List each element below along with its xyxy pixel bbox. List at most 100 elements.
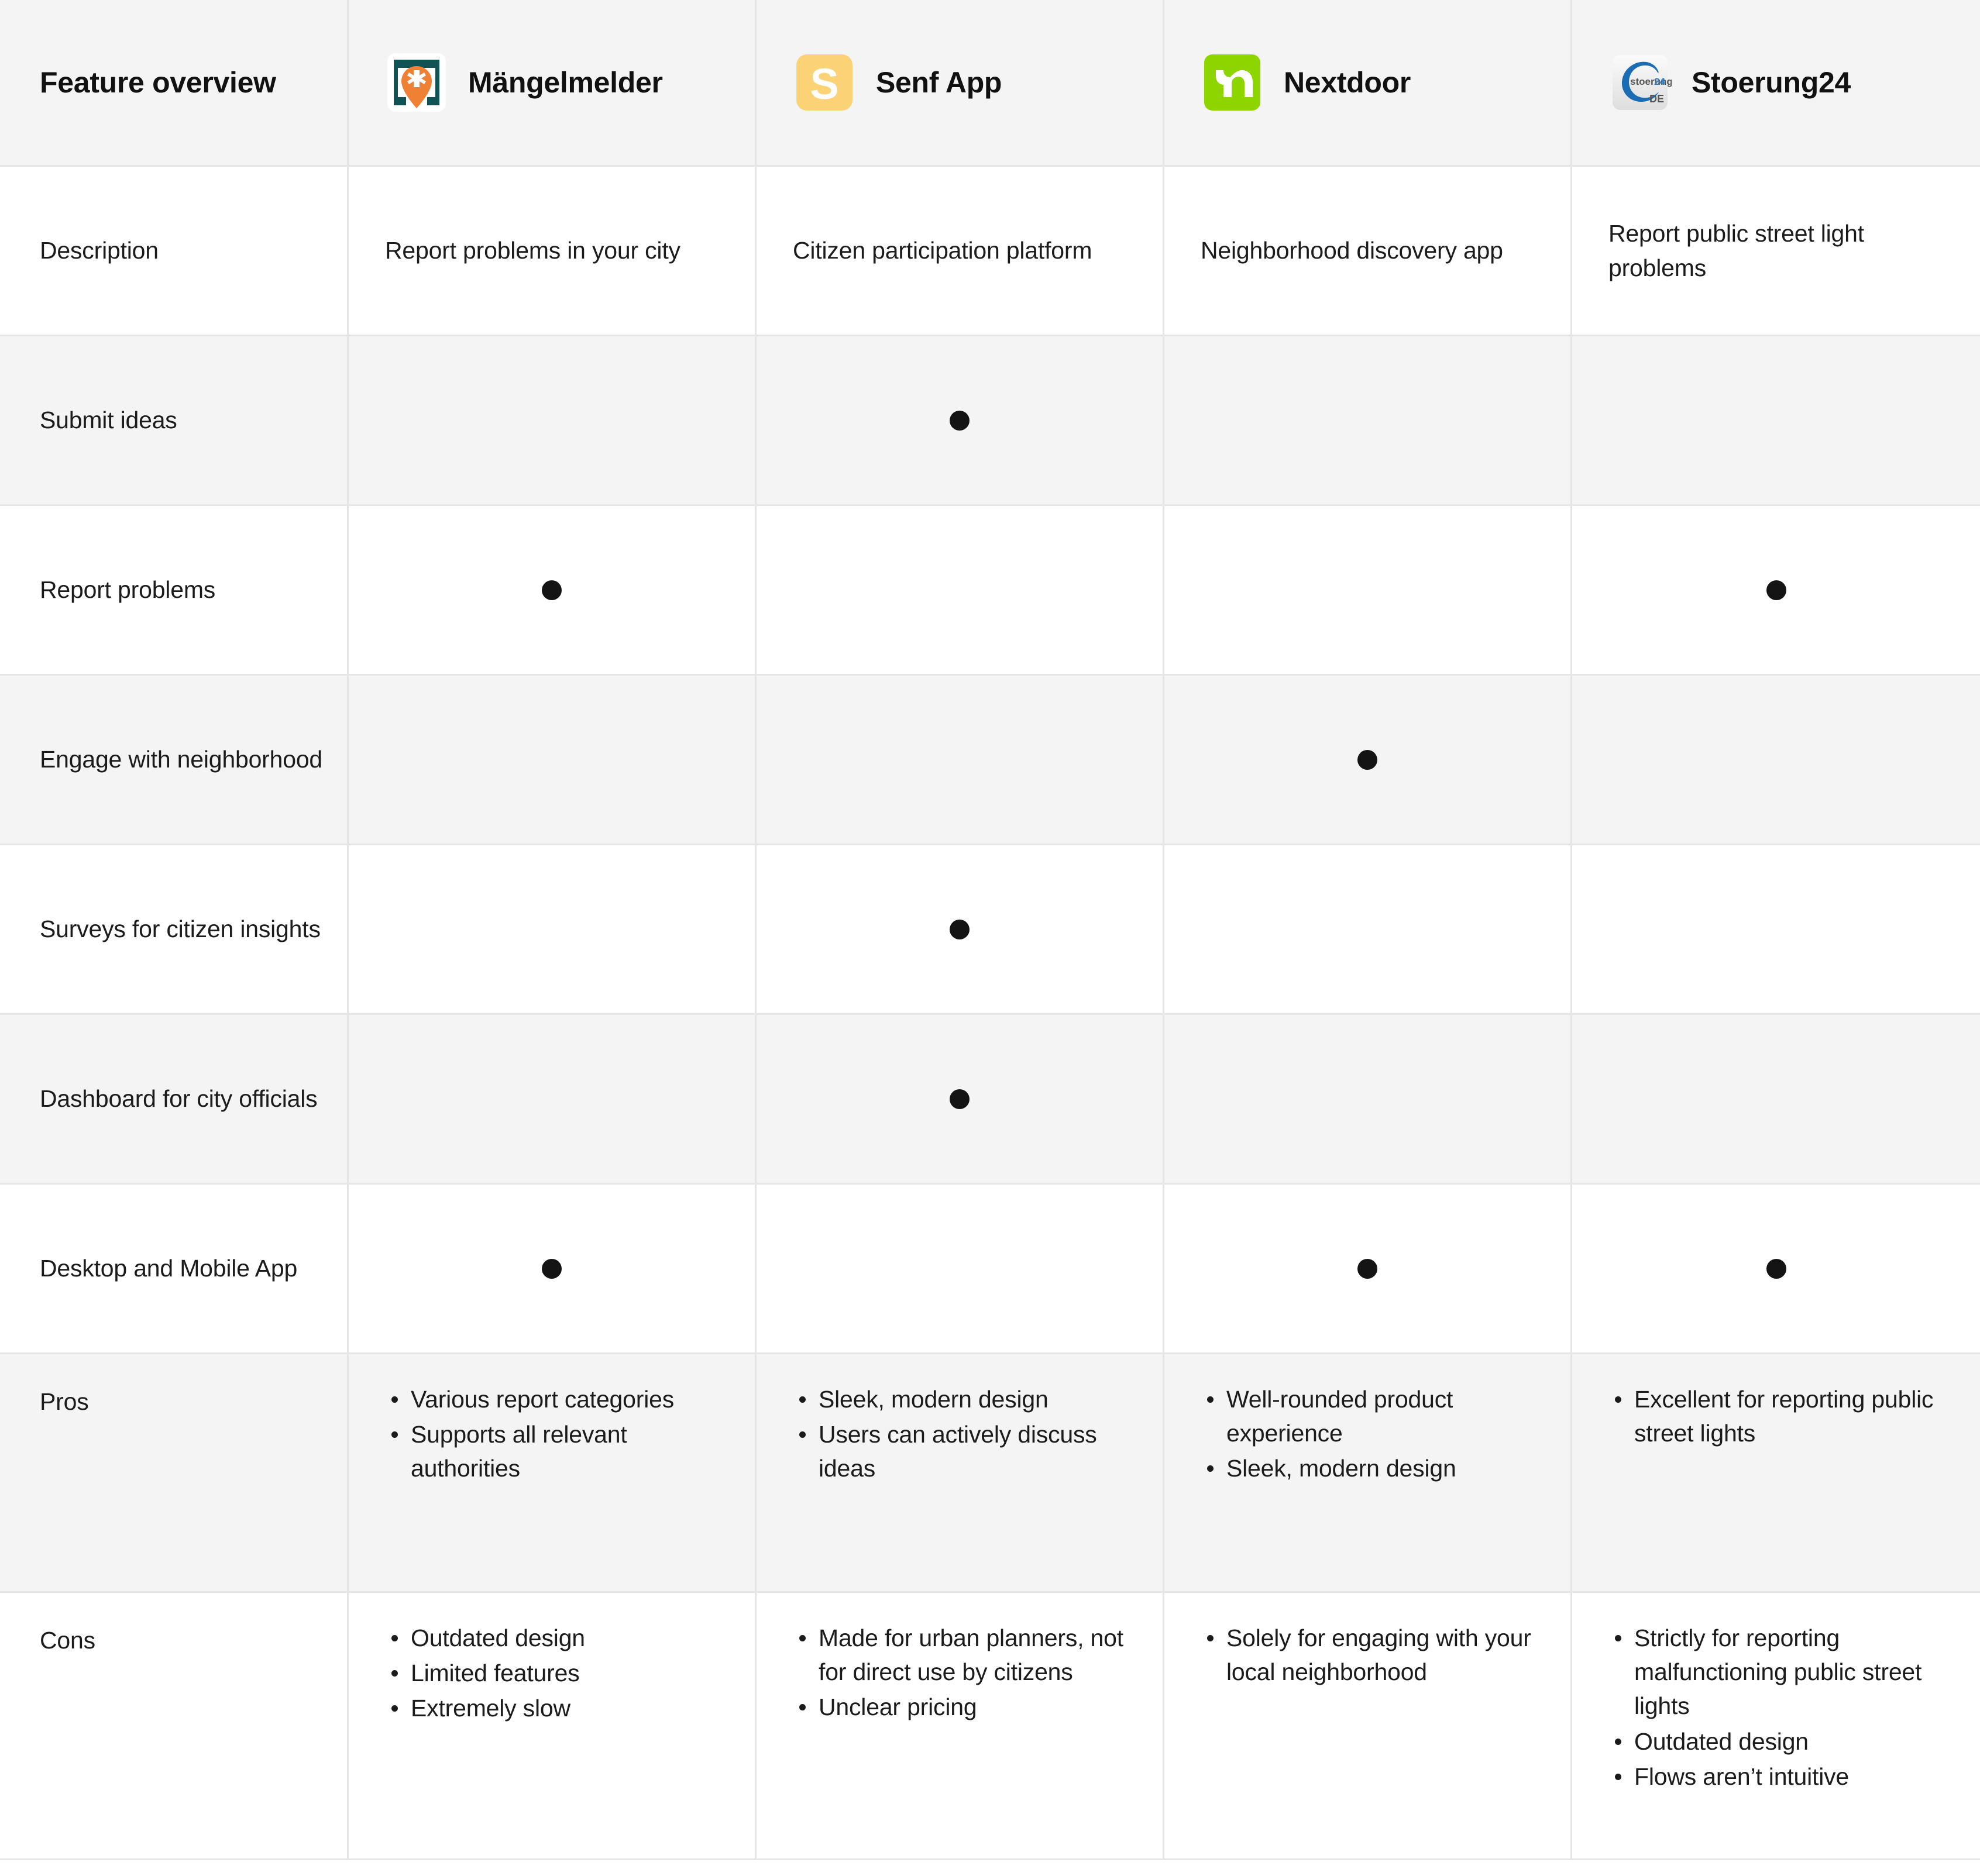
cell-dashboard-for-city-officials-senf-app xyxy=(757,1015,1164,1183)
list-item: Various report categories xyxy=(385,1382,719,1416)
feature-unsupported-placeholder xyxy=(1766,920,1786,939)
table-row-desktop-and-mobile-app: Desktop and Mobile App xyxy=(0,1185,1980,1354)
feature-unsupported-placeholder xyxy=(542,1089,562,1109)
cell-pros-m-ngelmelder: Various report categories Supports all re… xyxy=(349,1354,757,1591)
page-title: Feature overview xyxy=(40,66,276,99)
cell-description-senf-app: Citizen participation platform xyxy=(757,167,1164,335)
feature-unsupported-placeholder xyxy=(1357,1089,1377,1109)
pros-list: Sleek, modern design Users can actively d… xyxy=(793,1382,1126,1487)
feature-supported-dot-icon xyxy=(950,919,970,939)
row-label-cell: Surveys for citizen insights xyxy=(0,845,349,1013)
header-cell-mangelmelder: Mängelmelder xyxy=(349,0,757,165)
pros-list: Various report categories Supports all re… xyxy=(385,1382,719,1487)
feature-rows-container: Submit ideas Report problems Engage with n… xyxy=(0,336,1980,1354)
feature-unsupported-placeholder xyxy=(950,1259,970,1279)
cell-desktop-and-mobile-app-m-ngelmelder xyxy=(349,1185,757,1352)
feature-label: Dashboard for city officials xyxy=(40,1085,318,1113)
feature-unsupported-placeholder xyxy=(542,920,562,939)
table-row-pros: Pros Various report categories Supports al… xyxy=(0,1354,1980,1593)
cell-description-nextdoor: Neighborhood discovery app xyxy=(1164,167,1572,335)
list-item: Supports all relevant authorities xyxy=(385,1417,719,1485)
senf-app-logo-icon: S xyxy=(793,51,856,114)
app-header-nextdoor: Nextdoor xyxy=(1201,51,1534,114)
feature-unsupported-placeholder xyxy=(1357,920,1377,939)
app-header-senf-app: S Senf App xyxy=(793,51,1126,114)
list-item: Unclear pricing xyxy=(793,1690,1126,1724)
cell-report-problems-m-ngelmelder xyxy=(349,506,757,674)
pros-cons-rows-container: Pros Various report categories Supports al… xyxy=(0,1354,1980,1860)
list-item: Flows aren’t intuitive xyxy=(1608,1760,1944,1794)
feature-label: Engage with neighborhood xyxy=(40,746,323,773)
feature-unsupported-placeholder xyxy=(950,750,970,770)
cell-engage-with-neighborhood-m-ngelmelder xyxy=(349,676,757,844)
list-item: Extremely slow xyxy=(385,1691,719,1725)
cell-engage-with-neighborhood-stoerung24 xyxy=(1572,676,1980,844)
table-row-submit-ideas: Submit ideas xyxy=(0,336,1980,506)
row-label-cell: Description xyxy=(0,167,349,335)
app-name-senf-app: Senf App xyxy=(876,66,1002,99)
description-text: Report problems in your city xyxy=(385,237,680,264)
app-name-stoerung24: Stoerung24 xyxy=(1692,66,1851,99)
table-row-report-problems: Report problems xyxy=(0,506,1980,676)
cell-submit-ideas-nextdoor xyxy=(1164,336,1572,504)
svg-text:S: S xyxy=(810,60,838,108)
feature-label: Desktop and Mobile App xyxy=(40,1255,298,1282)
cell-surveys-for-citizen-insights-m-ngelmelder xyxy=(349,845,757,1013)
header-cell-stoerung24: stoerung 24 DE Stoerung24 xyxy=(1572,0,1980,165)
table-row-surveys-for-citizen-insights: Surveys for citizen insights xyxy=(0,845,1980,1015)
feature-supported-dot-icon xyxy=(542,1258,562,1279)
row-label-cell: Dashboard for city officials xyxy=(0,1015,349,1183)
cell-pros-senf-app: Sleek, modern design Users can actively d… xyxy=(757,1354,1164,1591)
list-item: Sleek, modern design xyxy=(793,1382,1126,1416)
app-header-stoerung24: stoerung 24 DE Stoerung24 xyxy=(1608,51,1944,114)
pros-list: Excellent for reporting public street li… xyxy=(1608,1382,1944,1451)
row-label-cell: Pros xyxy=(0,1354,349,1591)
cell-cons-nextdoor: Solely for engaging with your local neig… xyxy=(1164,1593,1572,1858)
cell-report-problems-nextdoor xyxy=(1164,506,1572,674)
cell-cons-stoerung24: Strictly for reporting malfunctioning pu… xyxy=(1572,1593,1980,1858)
cell-engage-with-neighborhood-nextdoor xyxy=(1164,676,1572,844)
feature-label: Submit ideas xyxy=(40,407,177,434)
row-label-cell: Submit ideas xyxy=(0,336,349,504)
feature-supported-dot-icon xyxy=(1766,580,1786,600)
feature-label: Report problems xyxy=(40,576,216,604)
app-name-nextdoor: Nextdoor xyxy=(1284,66,1411,99)
cell-surveys-for-citizen-insights-nextdoor xyxy=(1164,845,1572,1013)
svg-text:stoerung: stoerung xyxy=(1630,76,1672,87)
feature-unsupported-placeholder xyxy=(542,411,562,431)
cell-cons-m-ngelmelder: Outdated design Limited features Extremely… xyxy=(349,1593,757,1858)
list-item: Made for urban planners, not for direct … xyxy=(793,1621,1126,1689)
list-item: Sleek, modern design xyxy=(1201,1451,1534,1485)
cell-dashboard-for-city-officials-stoerung24 xyxy=(1572,1015,1980,1183)
cons-list: Outdated design Limited features Extremely… xyxy=(385,1621,719,1727)
svg-text:24: 24 xyxy=(1654,76,1665,87)
app-header-mangelmelder: Mängelmelder xyxy=(385,51,719,114)
description-text: Citizen participation platform xyxy=(793,237,1092,264)
mangelmelder-logo-icon xyxy=(385,51,448,114)
table-row-cons: Cons Outdated design Limited features Extre… xyxy=(0,1593,1980,1860)
table-row-dashboard-for-city-officials: Dashboard for city officials xyxy=(0,1015,1980,1185)
feature-label: Description xyxy=(40,237,159,264)
feature-unsupported-placeholder xyxy=(1766,750,1786,770)
cell-submit-ideas-stoerung24 xyxy=(1572,336,1980,504)
cons-list: Solely for engaging with your local neig… xyxy=(1201,1621,1534,1690)
feature-unsupported-placeholder xyxy=(950,580,970,600)
stoerung24-logo-icon: stoerung 24 DE xyxy=(1608,51,1672,114)
list-item: Excellent for reporting public street li… xyxy=(1608,1382,1944,1450)
pros-list: Well-rounded product experience Sleek, mo… xyxy=(1201,1382,1534,1487)
feature-supported-dot-icon xyxy=(1357,1258,1377,1279)
cell-desktop-and-mobile-app-stoerung24 xyxy=(1572,1185,1980,1352)
cell-dashboard-for-city-officials-m-ngelmelder xyxy=(349,1015,757,1183)
feature-label: Pros xyxy=(40,1388,89,1415)
cell-surveys-for-citizen-insights-senf-app xyxy=(757,845,1164,1013)
header-cell-feature-overview: Feature overview xyxy=(0,0,349,165)
feature-label: Cons xyxy=(40,1627,95,1654)
cell-pros-stoerung24: Excellent for reporting public street li… xyxy=(1572,1354,1980,1591)
feature-unsupported-placeholder xyxy=(1766,411,1786,431)
cell-description-stoerung24: Report public street light problems xyxy=(1572,167,1980,335)
app-name-mangelmelder: Mängelmelder xyxy=(468,66,663,99)
cell-cons-senf-app: Made for urban planners, not for direct … xyxy=(757,1593,1164,1858)
row-label-cell: Desktop and Mobile App xyxy=(0,1185,349,1352)
cell-report-problems-senf-app xyxy=(757,506,1164,674)
